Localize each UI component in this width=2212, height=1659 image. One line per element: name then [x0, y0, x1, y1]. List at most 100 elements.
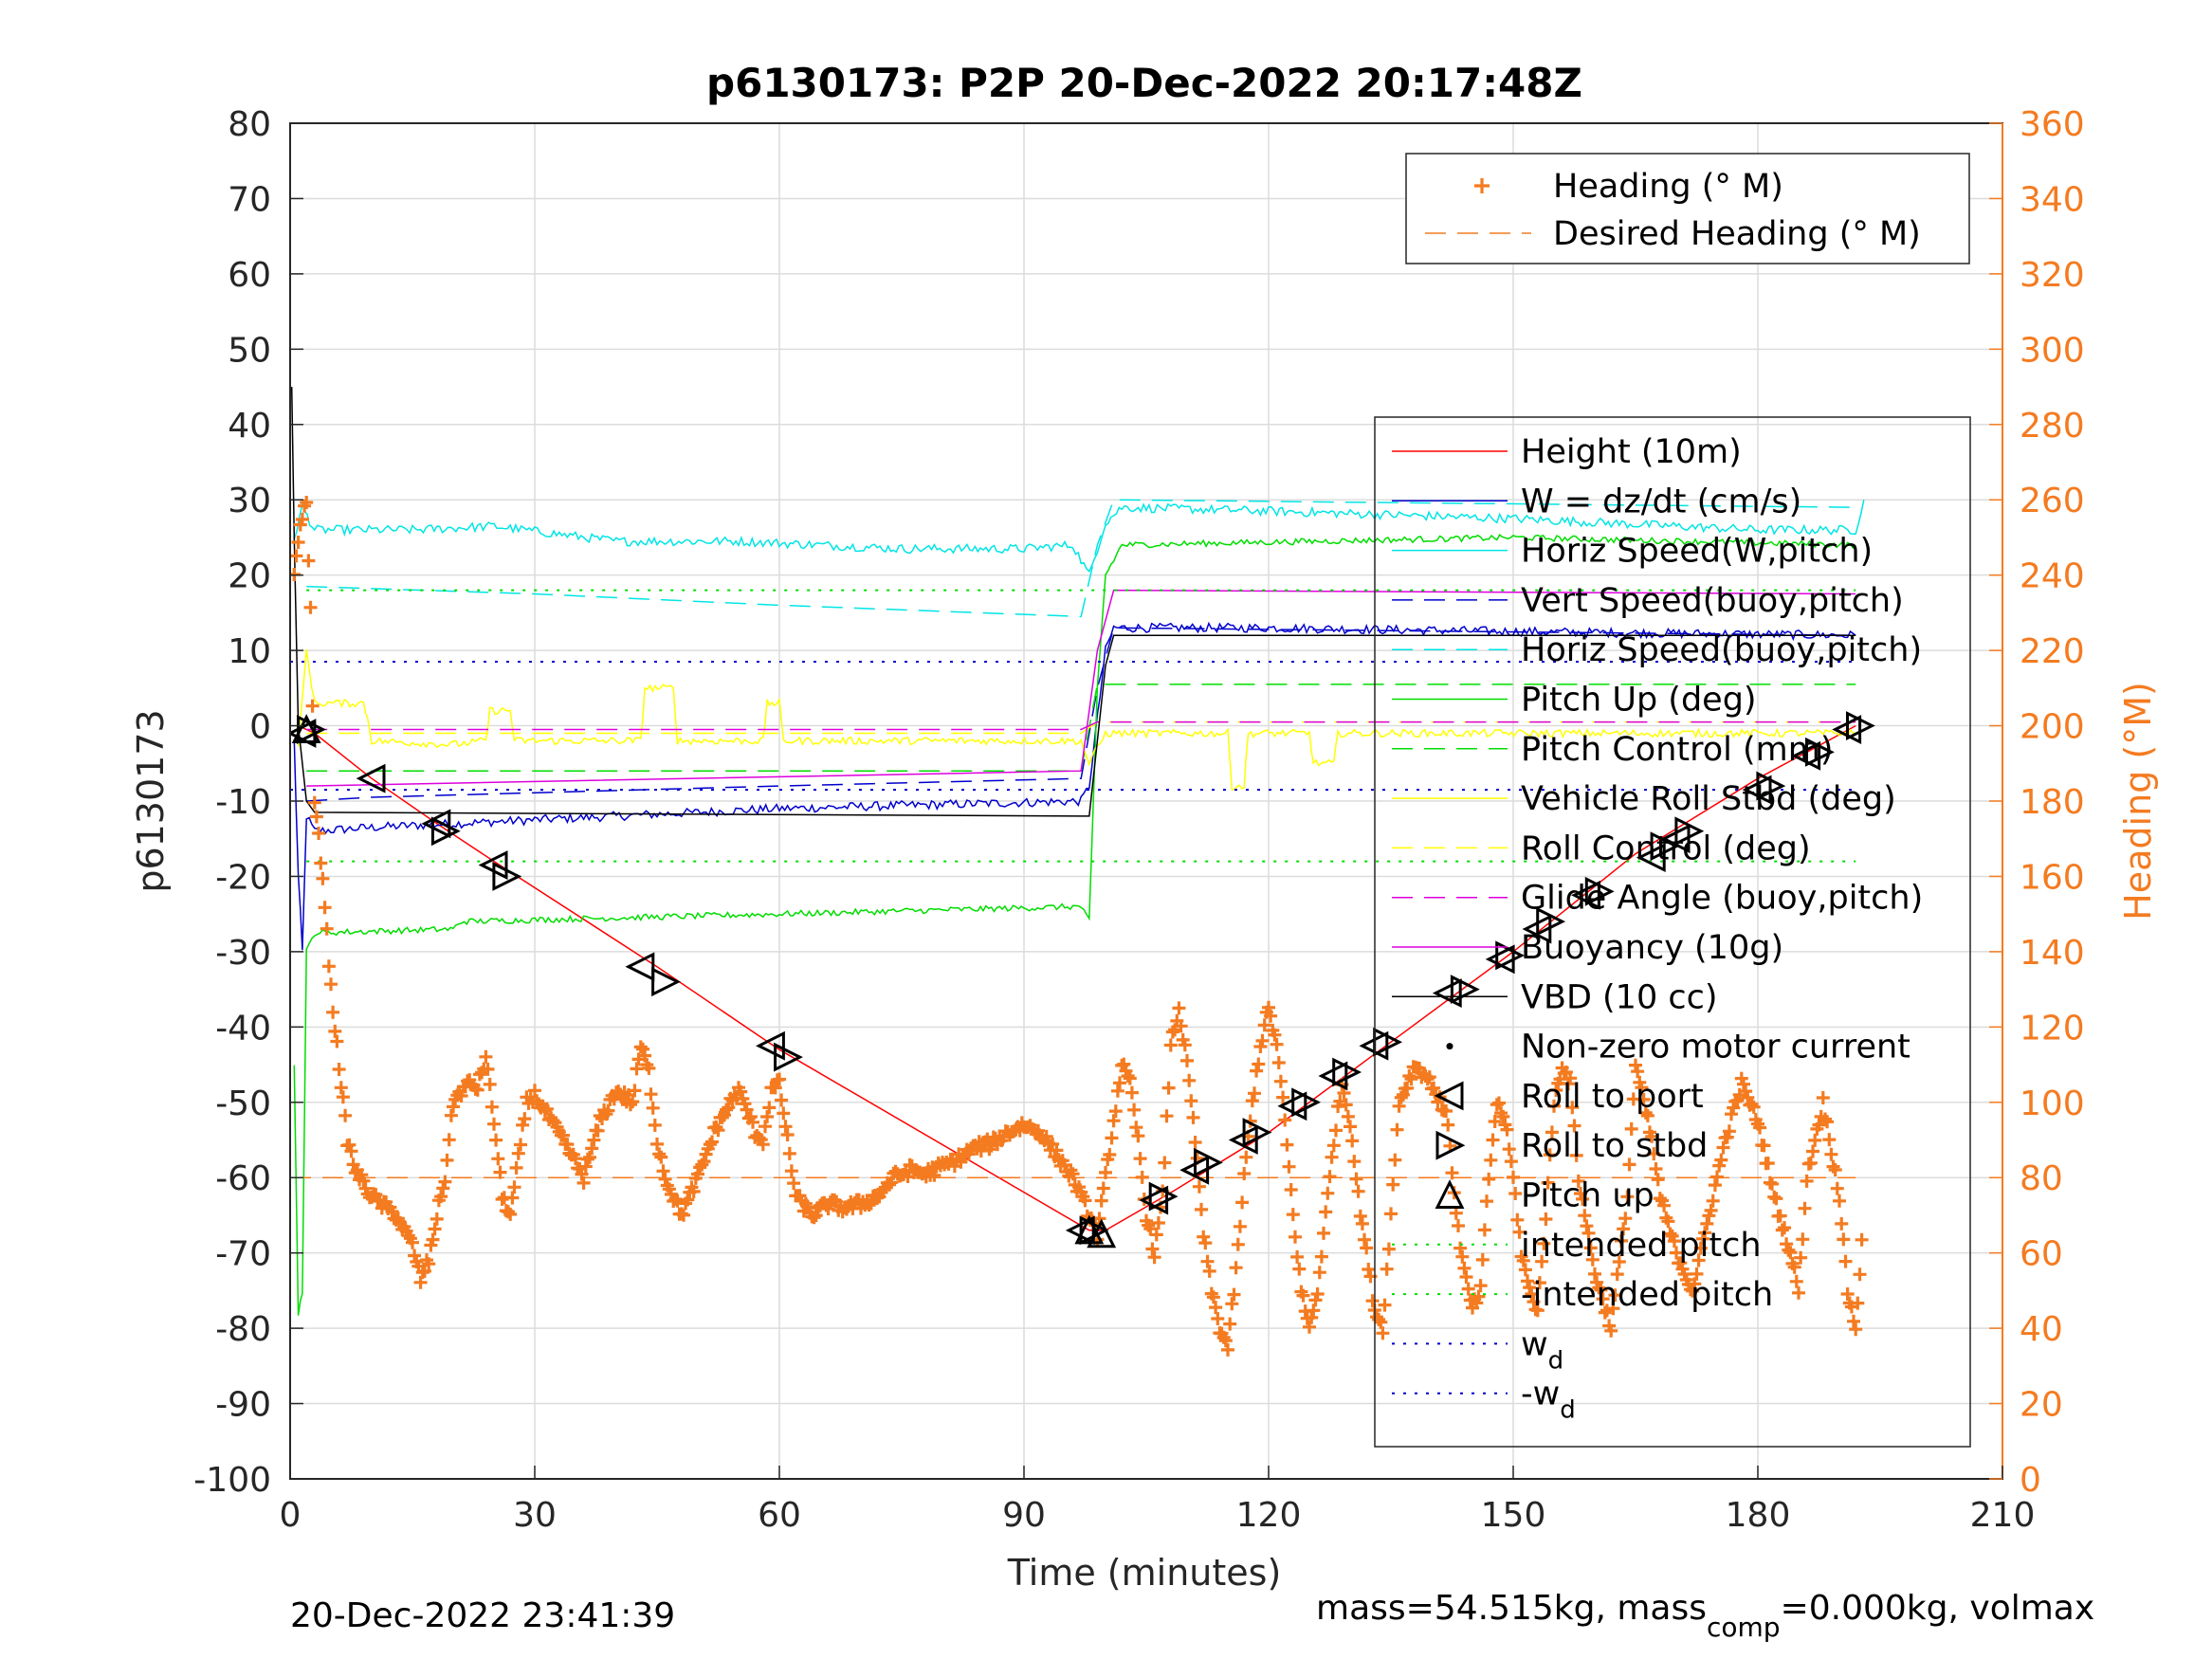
heading-marker — [479, 1049, 493, 1064]
legend-label-text: Horiz Speed(W,pitch) — [1521, 533, 1873, 571]
legend-entry-intended-pitch: intended pitch — [1392, 1227, 1762, 1265]
heading-marker — [470, 1083, 484, 1097]
legend-label: Buoyancy (10g) — [1521, 929, 1783, 967]
heading-marker — [528, 1084, 541, 1098]
footer-mass-sub: comp — [1707, 1612, 1781, 1643]
heading-marker — [1535, 1254, 1549, 1268]
heading-marker — [336, 1090, 350, 1104]
heading-marker — [1653, 1192, 1667, 1206]
heading-marker — [1032, 1123, 1045, 1138]
heading-marker — [1292, 1262, 1307, 1276]
heading-marker — [1567, 1119, 1581, 1133]
legend-label: Roll to stbd — [1521, 1127, 1708, 1165]
heading-marker — [1532, 1276, 1546, 1290]
heading-marker — [1521, 1274, 1534, 1288]
heading-marker — [1545, 1125, 1559, 1139]
heading-marker — [1622, 1158, 1636, 1172]
legend-swatch — [1474, 178, 1490, 193]
heading-marker — [780, 1128, 795, 1141]
heading-marker — [1452, 1219, 1465, 1232]
heading-marker — [1737, 1077, 1750, 1091]
heading-marker — [1783, 1246, 1798, 1260]
heading-marker — [312, 827, 326, 840]
heading-marker — [1441, 1118, 1455, 1132]
y-right-axis-ticks: 3603403203002802602402202001801601401201… — [1989, 105, 2085, 1500]
heading-marker — [1638, 1105, 1653, 1120]
y-right-tick-label: 140 — [2020, 934, 2085, 973]
heading-marker — [1305, 1310, 1319, 1324]
heading-marker — [417, 1264, 431, 1278]
heading-marker — [762, 1101, 777, 1115]
heading-marker — [1341, 1109, 1355, 1123]
heading-marker — [1310, 1287, 1325, 1301]
legend-label: -intended pitch — [1521, 1276, 1773, 1314]
heading-marker — [1312, 1266, 1326, 1280]
legend-entry-heading-m: Heading (° M) — [1474, 168, 1783, 206]
heading-marker — [408, 1249, 422, 1263]
legend-label-text: Glide Angle (buoy,pitch) — [1521, 880, 1923, 918]
heading-marker — [316, 871, 330, 885]
heading-marker — [1257, 1018, 1271, 1032]
heading-marker — [1284, 1183, 1298, 1196]
x-tick-label: 90 — [1002, 1496, 1046, 1535]
y-left-tick-label: -70 — [215, 1235, 271, 1274]
heading-marker — [447, 1100, 460, 1114]
roll-right-marker — [1756, 771, 1786, 801]
heading-marker — [493, 1165, 507, 1179]
y-left-tick-label: -20 — [215, 858, 271, 897]
heading-marker — [502, 1205, 515, 1219]
heading-marker — [1209, 1301, 1223, 1315]
y-left-tick-label: 10 — [228, 632, 271, 671]
heading-marker — [1594, 1283, 1608, 1297]
heading-marker — [1161, 1081, 1176, 1095]
legend-label-text: Non-zero motor current — [1521, 1029, 1910, 1066]
heading-marker — [1129, 1121, 1143, 1135]
heading-marker — [484, 1100, 499, 1114]
heading-marker — [1516, 1253, 1530, 1267]
heading-marker — [1172, 1001, 1186, 1015]
heading-marker — [1488, 1115, 1502, 1128]
heading-marker — [1708, 1178, 1722, 1193]
heading-marker — [778, 1120, 793, 1134]
heading-marker — [342, 1138, 356, 1152]
heading-marker — [1565, 1101, 1580, 1115]
heading-marker — [1847, 1314, 1860, 1328]
heading-marker — [1131, 1129, 1145, 1143]
heading-marker — [1182, 1073, 1197, 1087]
heading-marker — [746, 1115, 759, 1129]
roll-right-marker — [1148, 1181, 1179, 1212]
roll-right-marker — [1242, 1118, 1272, 1147]
legend-label-text: -intended pitch — [1521, 1276, 1773, 1314]
chart-title: p6130173: P2P 20-Dec-2022 20:17:48Z — [706, 60, 1582, 106]
heading-marker — [1384, 1207, 1398, 1221]
roll-left-marker — [1432, 978, 1462, 1009]
heading-marker — [1439, 1104, 1453, 1118]
legend-label: Vert Speed(buoy,pitch) — [1521, 582, 1904, 620]
legend-label-text: Pitch up — [1521, 1177, 1654, 1215]
pitch-up-marker — [1087, 1218, 1117, 1249]
heading-marker — [1286, 1208, 1300, 1222]
x-axis-ticks: 0 30 60 90 120 150 180 210 — [280, 1466, 2035, 1535]
heading-marker — [1504, 1155, 1518, 1169]
heading-marker — [1800, 1174, 1814, 1188]
y-right-tick-label: 280 — [2020, 407, 2085, 446]
heading-marker — [1512, 1225, 1526, 1239]
y-left-tick-label: 60 — [228, 256, 271, 295]
heading-marker — [1803, 1156, 1818, 1170]
footer-mass: mass=54.515kg, masscomp=0.000kg, volmax — [1316, 1589, 2094, 1643]
x-tick-label: 150 — [1481, 1496, 1546, 1535]
heading-marker — [1273, 1074, 1288, 1088]
heading-layer — [290, 496, 1869, 1357]
legend-label-text: Roll Control (deg) — [1521, 830, 1811, 867]
heading-marker — [1105, 1131, 1119, 1145]
heading-marker — [1198, 1236, 1213, 1250]
heading-marker — [1698, 1226, 1712, 1240]
heading-marker — [332, 1063, 346, 1076]
heading-marker — [1581, 1226, 1596, 1240]
heading-marker — [1794, 1250, 1808, 1265]
legend-label: Roll Control (deg) — [1521, 830, 1811, 867]
heading-marker — [1290, 1249, 1305, 1264]
heading-marker — [711, 1123, 725, 1138]
heading-marker — [430, 1212, 444, 1226]
heading-marker — [1624, 1121, 1638, 1136]
